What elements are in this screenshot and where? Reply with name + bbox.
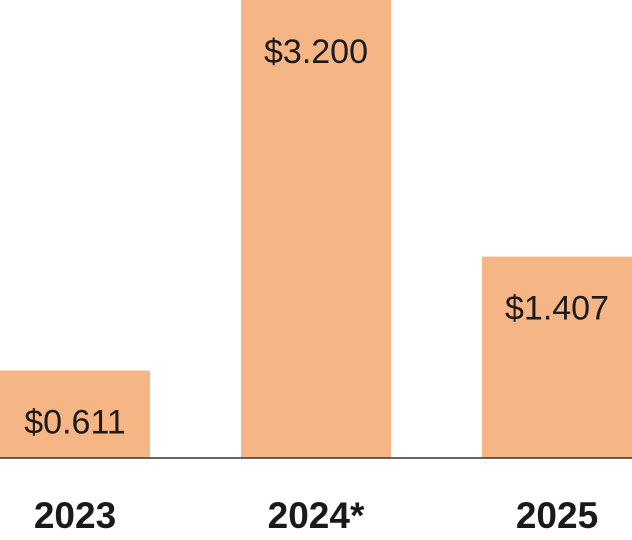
bar xyxy=(482,256,632,458)
x-tick-label: 2023 xyxy=(34,495,116,536)
value-label: $3.200 xyxy=(264,33,368,71)
value-label: $0.611 xyxy=(24,404,125,442)
x-tick-label: 2025 xyxy=(516,495,598,536)
bar xyxy=(241,0,391,458)
value-label: $1.407 xyxy=(505,290,609,328)
bar xyxy=(0,370,150,458)
x-tick-label: 2024* xyxy=(268,495,365,536)
